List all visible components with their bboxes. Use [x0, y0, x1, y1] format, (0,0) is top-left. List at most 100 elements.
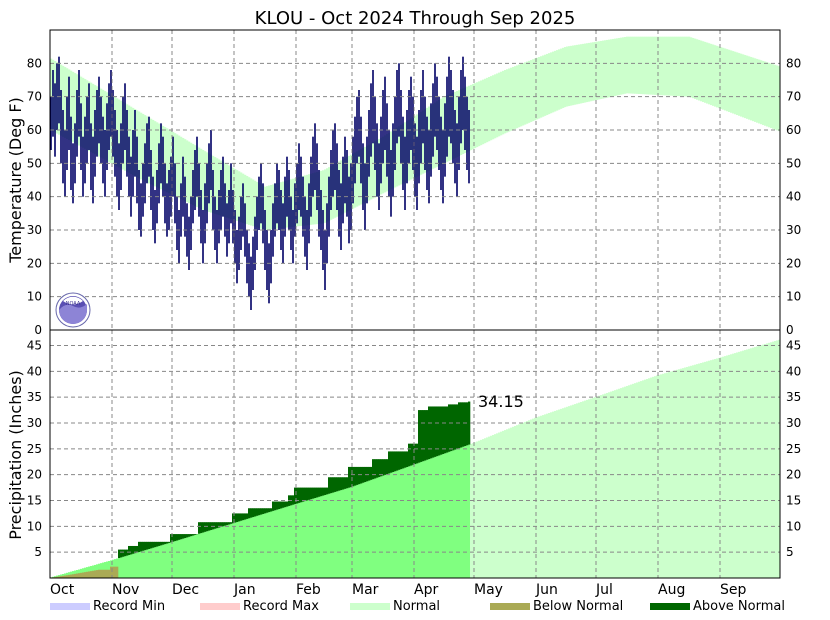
- normal-temperature-day: [268, 185, 271, 230]
- precipitation-tick-label: 40: [27, 364, 42, 378]
- normal-precipitation-day: [576, 403, 579, 578]
- normal-precipitation-day: [354, 485, 357, 578]
- observed-temperature-day: [120, 123, 122, 190]
- observed-temperature-day: [256, 196, 258, 250]
- normal-temperature-day: [184, 139, 187, 202]
- normal-temperature-day: [538, 56, 541, 119]
- normal-precipitation-day: [208, 530, 211, 578]
- observed-temperature-day: [50, 96, 52, 150]
- above-normal-precipitation-day: [370, 466, 373, 480]
- normal-precipitation-day: [278, 509, 281, 578]
- above-normal-precipitation-day: [298, 487, 301, 503]
- normal-precipitation-day: [758, 345, 761, 578]
- observed-temperature-day: [456, 123, 458, 197]
- normal-precipitation-day: [706, 361, 709, 578]
- observed-temperature-day: [386, 103, 388, 177]
- normal-precipitation-day: [624, 386, 627, 578]
- observed-temperature-day: [104, 130, 106, 197]
- above-normal-precipitation-day: [132, 545, 135, 554]
- observed-temperature-day: [366, 136, 368, 204]
- normal-temperature-day: [250, 178, 253, 226]
- normal-temperature-day: [670, 36, 673, 96]
- normal-temperature-day: [140, 112, 143, 180]
- normal-temperature-day: [710, 43, 713, 106]
- normal-precipitation-day: [746, 349, 749, 578]
- above-normal-precipitation-day: [238, 513, 241, 522]
- observed-temperature-day: [460, 70, 462, 144]
- above-normal-precipitation-day: [188, 534, 191, 537]
- observed-temperature-day: [284, 176, 286, 237]
- observed-temperature-day: [444, 103, 446, 177]
- normal-precipitation-day: [664, 373, 667, 578]
- observed-temperature-day: [54, 83, 56, 157]
- normal-precipitation-day: [378, 477, 381, 578]
- normal-precipitation-day: [524, 421, 527, 578]
- normal-precipitation-day: [182, 538, 185, 578]
- month-label: Oct: [50, 582, 75, 598]
- observed-temperature-day: [146, 123, 148, 184]
- normal-precipitation-day: [552, 411, 555, 578]
- normal-precipitation-day: [148, 548, 151, 578]
- above-normal-precipitation-day: [142, 541, 145, 551]
- above-normal-precipitation-day: [310, 487, 313, 500]
- precipitation-tick-label: 45: [27, 339, 42, 353]
- normal-precipitation-day: [514, 426, 517, 578]
- observed-temperature-day: [292, 210, 294, 264]
- normal-precipitation-day: [770, 342, 773, 578]
- observed-temperature-day: [268, 243, 270, 304]
- normal-precipitation-day: [698, 363, 701, 578]
- normal-precipitation-day: [232, 523, 235, 578]
- normal-precipitation-day: [450, 451, 453, 578]
- normal-temperature-day: [180, 136, 183, 200]
- above-normal-precipitation-day: [308, 487, 311, 500]
- normal-precipitation-day: [722, 356, 725, 578]
- observed-temperature-day: [402, 116, 404, 190]
- above-normal-precipitation-day: [404, 451, 407, 468]
- above-normal-precipitation-day: [320, 487, 323, 497]
- normal-precipitation-day: [750, 348, 753, 578]
- observed-temperature-day: [374, 96, 376, 170]
- above-normal-precipitation-day: [194, 534, 197, 535]
- observed-temperature-day: [290, 196, 292, 250]
- observed-temperature-day: [410, 76, 412, 150]
- normal-precipitation-day: [436, 456, 439, 578]
- normal-temperature-day: [630, 36, 633, 94]
- observed-temperature-day: [158, 143, 160, 204]
- observed-temperature-day: [316, 143, 318, 210]
- normal-precipitation-day: [308, 499, 311, 578]
- legend-label: Record Min: [93, 599, 165, 614]
- normal-precipitation-day: [542, 415, 545, 578]
- normal-precipitation-day: [206, 531, 209, 578]
- normal-temperature-day: [204, 151, 207, 211]
- normal-temperature-day: [200, 148, 203, 210]
- normal-temperature-day: [312, 173, 315, 225]
- below-normal-precipitation-day: [110, 566, 113, 578]
- above-normal-precipitation-day: [174, 534, 177, 542]
- normal-temperature-day: [644, 36, 647, 95]
- observed-temperature-day: [354, 116, 356, 184]
- normal-precipitation-day: [150, 548, 153, 578]
- normal-temperature-day: [514, 66, 517, 129]
- normal-precipitation-day: [760, 345, 763, 578]
- normal-precipitation-day: [488, 436, 491, 578]
- observed-temperature-day: [318, 170, 320, 237]
- above-normal-precipitation-day: [244, 513, 247, 520]
- observed-temperature-day: [360, 116, 362, 184]
- normal-precipitation-day: [196, 534, 199, 578]
- normal-precipitation-day: [266, 512, 269, 578]
- above-normal-precipitation-day: [458, 402, 461, 449]
- normal-temperature-day: [474, 83, 477, 149]
- normal-temperature-day: [614, 38, 617, 96]
- normal-temperature-day: [760, 60, 763, 125]
- normal-precipitation-day: [708, 360, 711, 578]
- normal-precipitation-day: [240, 520, 243, 578]
- observed-temperature-day: [178, 210, 180, 264]
- observed-temperature-day: [466, 96, 468, 170]
- above-normal-precipitation-day: [182, 534, 185, 539]
- above-normal-precipitation-day: [202, 522, 205, 533]
- above-normal-precipitation-day: [436, 406, 439, 457]
- observed-temperature-day: [458, 96, 460, 170]
- observed-temperature-day: [430, 103, 432, 177]
- above-normal-precipitation-day: [208, 522, 211, 531]
- normal-precipitation-day: [522, 422, 525, 578]
